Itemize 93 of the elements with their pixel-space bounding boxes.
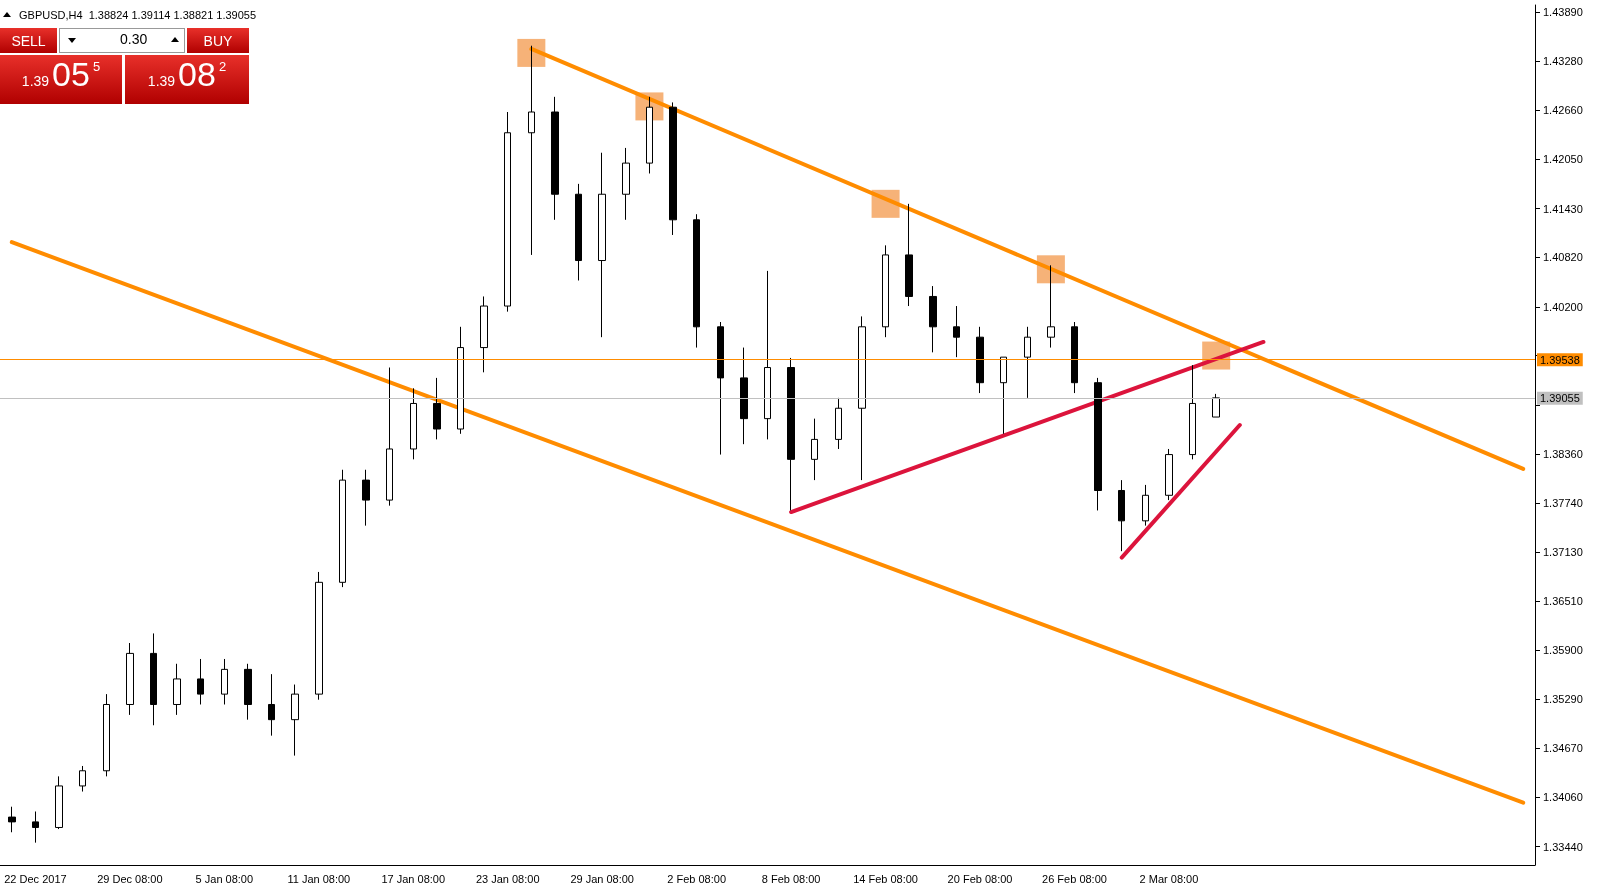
candlestick bbox=[858, 315, 866, 481]
candlestick bbox=[386, 367, 393, 507]
candlestick bbox=[528, 45, 535, 256]
candlestick bbox=[457, 326, 464, 435]
x-tick-label: 8 Feb 08:00 bbox=[761, 872, 821, 885]
y-tick-label: 1.37130 bbox=[1543, 545, 1583, 558]
candlestick bbox=[1189, 364, 1196, 460]
x-tick-label: 2 Mar 08:00 bbox=[1139, 872, 1199, 885]
candlestick bbox=[1142, 484, 1149, 527]
candlestick bbox=[1212, 393, 1220, 418]
x-tick-label: 29 Jan 08:00 bbox=[570, 872, 634, 885]
candlestick bbox=[1024, 326, 1031, 399]
x-tick-label: 17 Jan 08:00 bbox=[381, 872, 446, 885]
annotation: 1.39 bbox=[21, 73, 50, 89]
candlestick bbox=[55, 775, 63, 830]
x-tick-label: 5 Jan 08:00 bbox=[195, 872, 254, 885]
candlestick bbox=[646, 96, 653, 174]
candlestick bbox=[575, 183, 582, 281]
candlestick bbox=[929, 285, 937, 353]
x-tick-label: 22 Dec 2017 bbox=[4, 872, 67, 885]
candlestick bbox=[717, 321, 724, 456]
y-tick-label: 1.40200 bbox=[1543, 300, 1583, 313]
candlestick bbox=[1000, 356, 1007, 435]
candlestick bbox=[693, 213, 700, 349]
annotation: 05 bbox=[52, 55, 90, 94]
y-tick-label: 1.43890 bbox=[1543, 6, 1583, 19]
candlestick bbox=[598, 152, 606, 338]
candlestick bbox=[551, 96, 559, 221]
annotation: BUY bbox=[187, 28, 249, 53]
candlestick bbox=[976, 326, 984, 394]
y-tick-label: 1.41430 bbox=[1543, 202, 1583, 215]
candlestick bbox=[882, 244, 889, 338]
y-tick-label: 1.42660 bbox=[1543, 104, 1583, 117]
candlestick bbox=[433, 377, 441, 440]
candlestick bbox=[268, 673, 275, 737]
y-tick-label: 1.34670 bbox=[1543, 742, 1583, 755]
y-tick-label: 1.35290 bbox=[1543, 692, 1583, 705]
y-tick-label: 1.33440 bbox=[1543, 840, 1583, 853]
candlestick bbox=[740, 347, 748, 445]
y-tick-label: 1.34060 bbox=[1543, 791, 1583, 804]
x-tick-label: 20 Feb 08:00 bbox=[947, 872, 1013, 885]
x-tick-label: 11 Jan 08:00 bbox=[287, 872, 351, 885]
y-tick-label: 1.40820 bbox=[1543, 251, 1583, 264]
candlestick bbox=[126, 642, 134, 716]
annotation: 0.30 bbox=[120, 31, 148, 47]
chart-title: GBPUSD,H4 1.38824 1.39114 1.38821 1.39055 bbox=[19, 8, 257, 21]
annotation: 2 bbox=[218, 59, 227, 74]
y-tick-label: 1.35900 bbox=[1543, 644, 1583, 657]
candlestick bbox=[1071, 321, 1078, 394]
x-tick-label: 14 Feb 08:00 bbox=[853, 872, 918, 885]
annotation: 5 bbox=[92, 59, 101, 74]
candlestick bbox=[1118, 479, 1125, 552]
candlestick bbox=[291, 684, 299, 757]
candlestick bbox=[150, 632, 157, 726]
y-tick-label: 1.36510 bbox=[1543, 595, 1583, 608]
candlestick bbox=[197, 658, 204, 705]
candlestick bbox=[905, 203, 913, 307]
annotation: SELL bbox=[0, 28, 57, 53]
candlestick bbox=[315, 571, 323, 701]
candlestick bbox=[8, 806, 16, 833]
candlestick bbox=[764, 270, 771, 440]
candlestick bbox=[504, 111, 511, 313]
candlestick bbox=[480, 295, 488, 373]
x-tick-label: 23 Jan 08:00 bbox=[475, 872, 540, 885]
x-tick-label: 2 Feb 08:00 bbox=[667, 872, 727, 885]
candlestick bbox=[173, 663, 181, 716]
candlestick bbox=[410, 387, 417, 460]
candlestick bbox=[32, 811, 39, 844]
ref-line-label: 1.39055 bbox=[1540, 392, 1580, 405]
x-tick-label: 29 Dec 08:00 bbox=[97, 872, 163, 885]
annotation: 08 bbox=[178, 55, 216, 94]
candlestick bbox=[103, 693, 110, 777]
x-tick-label: 26 Feb 08:00 bbox=[1042, 872, 1107, 885]
candlestick bbox=[811, 418, 818, 481]
candlestick bbox=[244, 663, 252, 721]
annotation: 1.39 bbox=[147, 73, 176, 89]
candlestick bbox=[835, 397, 842, 450]
candlestick bbox=[339, 469, 346, 588]
candlestick bbox=[953, 305, 960, 358]
candlestick bbox=[787, 357, 795, 511]
y-tick-label: 1.43280 bbox=[1543, 54, 1583, 67]
y-tick-label: 1.42050 bbox=[1543, 153, 1583, 166]
candlestick bbox=[221, 658, 228, 705]
candlestick bbox=[362, 469, 370, 527]
candlestick bbox=[622, 147, 630, 221]
y-tick-label: 1.38360 bbox=[1543, 447, 1583, 460]
ref-line-label: 1.39538 bbox=[1540, 353, 1580, 366]
y-tick-label: 1.37740 bbox=[1543, 497, 1583, 510]
candlestick bbox=[79, 765, 86, 793]
candlestick bbox=[1047, 264, 1055, 349]
candlestick bbox=[1094, 377, 1102, 511]
candlestick bbox=[1165, 448, 1173, 501]
candlestick bbox=[669, 101, 677, 236]
